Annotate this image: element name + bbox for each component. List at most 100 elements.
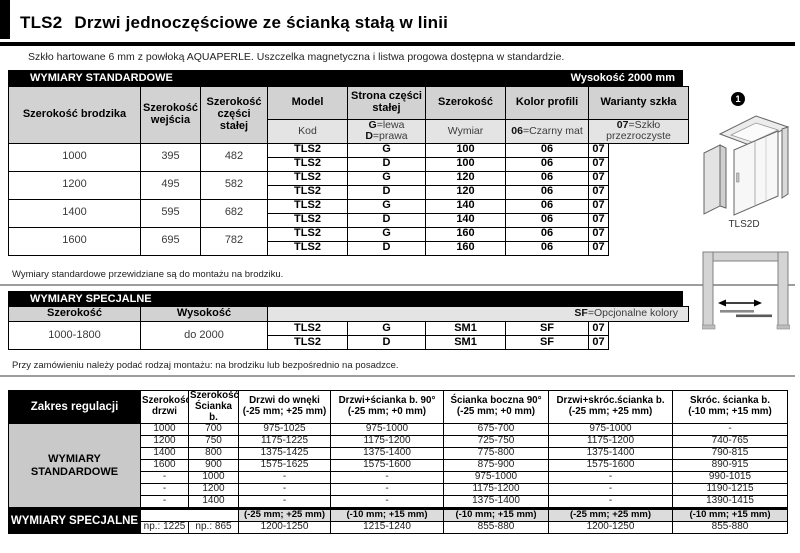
spacer-cell [609, 241, 689, 255]
table-row: 1200 495 582 TLS2 G 120 06 07 [8, 170, 689, 200]
reg-col-header: Szerokość Ścianka b. [188, 389, 239, 425]
reg-cell: 975-1025 [238, 423, 331, 437]
reg-cell: - [238, 495, 331, 510]
reg-range-cell: (-10 mm; +15 mm) [330, 507, 444, 523]
reg-cell: 1175-1200 [330, 435, 444, 449]
reg-cell: 1400 [140, 447, 189, 461]
table-row: WYMIARY SPECJALNE (-25 mm; +25 mm) (-10 … [8, 507, 788, 535]
standard-height-label: Wysokość 2000 mm [570, 72, 675, 84]
header-line: Drzwi+skróc.ścianka b. [556, 395, 665, 407]
spacer-cell [609, 322, 689, 336]
cell-wymiar: SM1 [425, 321, 506, 336]
cell-szklo: 07 [588, 321, 609, 336]
reg-cell: 975-1000 [548, 423, 673, 437]
cell-szklo: 07 [588, 184, 609, 200]
cell-stala: 482 [200, 142, 268, 172]
standard-section-bar: WYMIARY STANDARDOWE Wysokość 2000 mm [8, 70, 683, 86]
cell-brodzik: 1000 [8, 142, 141, 172]
cell-wymiar: 160 [425, 226, 506, 242]
reg-cell: 1390-1415 [672, 495, 788, 510]
table-row: 1600 695 782 TLS2 G 160 06 07 [8, 226, 689, 256]
legend-sf: SF [574, 307, 588, 320]
cell-brodzik: 1600 [8, 226, 141, 256]
reg-cell: 855-880 [443, 521, 549, 535]
special-dimensions-table: Szerokość Wysokość SF=Opcjonalne kolory … [8, 306, 690, 350]
reg-cell: 675-700 [443, 423, 549, 437]
spacer-cell [609, 171, 689, 185]
table-row: - 1000 - - 975-1000 - 990-1015 [9, 471, 788, 485]
table-row: Szerokość Wysokość SF=Opcjonalne kolory [8, 306, 690, 322]
cell-kod: TLS2 [267, 240, 348, 256]
reg-cell: 975-1000 [330, 423, 444, 437]
cell-wymiar: 140 [425, 198, 506, 214]
cell-strona: D [347, 184, 426, 200]
spacer-cell [609, 185, 689, 199]
reg-cell: - [672, 423, 788, 437]
reg-cell: 855-880 [672, 521, 788, 535]
reg-cell: - [548, 471, 673, 485]
standard-dimensions-table: Szerokość brodzika Szerokość wejścia Sze… [8, 86, 690, 256]
product-code: TLS2 [20, 13, 63, 32]
cell-szerokosc-range: 1000-1800 [8, 321, 141, 350]
reg-cell: - [238, 471, 331, 485]
reg-cell: 725-750 [443, 435, 549, 449]
col-header-wejscie: Szerokość wejścia [140, 86, 201, 144]
cell-strona: D [347, 335, 426, 350]
cell-strona: G [347, 198, 426, 214]
reg-cell: - [140, 471, 189, 485]
cell-kod: TLS2 [267, 212, 348, 228]
cell-szklo: 07 [588, 335, 609, 350]
reg-range-cell: (-10 mm; +15 mm) [672, 507, 788, 523]
reg-cell: 1375-1425 [238, 447, 331, 461]
legend-g-text: =lewa [376, 119, 405, 131]
reg-cell: - [238, 483, 331, 497]
header-line: Drzwi do wnęki [249, 395, 320, 407]
standard-rows-label: WYMIARY STANDARDOWE [8, 423, 141, 510]
cell-szklo: 07 [588, 156, 609, 172]
reg-cell: 790-815 [672, 447, 788, 461]
col-header-warianty: Warianty szkła [587, 86, 690, 120]
special-rows-label: WYMIARY SPECJALNE [8, 507, 141, 535]
reg-range-cell: (-10 mm; +15 mm) [443, 507, 549, 523]
header-line: (-10 mm; +15 mm) [688, 406, 772, 418]
cell-stala: 682 [200, 198, 268, 228]
label-line: STANDARDOWE [30, 465, 119, 478]
reg-cell: 1375-1400 [330, 447, 444, 461]
table-row: 1200 750 1175-1225 1175-1200 725-750 117… [9, 435, 788, 449]
subheader-wymiar: Wymiar [425, 119, 506, 144]
header-line: Szerokość [142, 395, 189, 407]
empty-cell [140, 507, 239, 523]
table-row: 1400 595 682 TLS2 G 140 06 07 [8, 198, 689, 228]
cell-wymiar: 120 [425, 184, 506, 200]
cell-wysokosc-range: do 2000 [140, 321, 268, 350]
cell-kolor: 06 [505, 226, 589, 242]
subheader-strona-legend: G=lewa D=prawa [347, 119, 426, 144]
cell-kolor: 06 [505, 240, 589, 256]
subheader-szklo-legend: 07=Szkło przezroczyste [587, 119, 690, 144]
reg-cell: 1600 [140, 459, 189, 473]
header-line: (-25 mm; +25 mm) [242, 406, 327, 418]
cell-brodzik: 1200 [8, 170, 141, 200]
cell-kod: TLS2 [267, 156, 348, 172]
reg-range-cell: (-25 mm; +25 mm) [238, 507, 331, 523]
legend-07-text: =Szkło przezroczyste [606, 119, 671, 143]
cell-wymiar: 100 [425, 156, 506, 172]
cell-szklo: 07 [588, 170, 609, 186]
figure-number-badge: 1 [731, 92, 745, 106]
cell-wymiar: 100 [425, 142, 506, 158]
reg-cell: 1400 [188, 495, 239, 510]
cell-stala: 582 [200, 170, 268, 200]
reg-cell: 750 [188, 435, 239, 449]
reg-cell: 1215-1240 [330, 521, 444, 535]
standard-note: Wymiary standardowe przewidziane są do m… [12, 269, 284, 280]
reg-cell: - [330, 483, 444, 497]
spacer-cell [609, 143, 689, 157]
subheader-kod: Kod [267, 119, 348, 144]
reg-cell: 1000 [188, 471, 239, 485]
reg-cell: 890-915 [672, 459, 788, 473]
reg-cell: 1575-1600 [330, 459, 444, 473]
reg-cell: 1175-1200 [548, 435, 673, 449]
reg-cell: 1375-1400 [548, 447, 673, 461]
section-divider [0, 375, 795, 377]
col-header-strona: Strona części stałej [347, 86, 426, 120]
